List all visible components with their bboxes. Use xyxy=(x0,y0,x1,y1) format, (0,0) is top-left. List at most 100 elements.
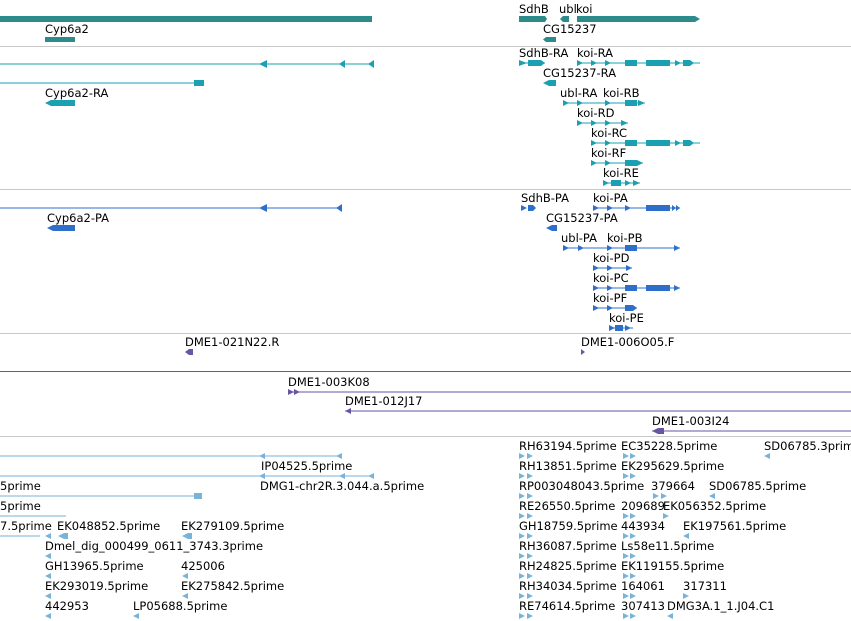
est-feature[interactable] xyxy=(259,453,265,459)
protein-exon[interactable] xyxy=(336,204,342,212)
protein-label[interactable]: koi-PD xyxy=(593,251,630,265)
est-label[interactable]: 209689 xyxy=(621,499,665,513)
protein-exon[interactable] xyxy=(625,285,637,291)
est-feature[interactable] xyxy=(630,473,636,479)
est-label[interactable]: RE74614.5prime xyxy=(519,599,615,613)
est-label[interactable]: EC35228.5prime xyxy=(621,439,717,453)
protein-exon[interactable] xyxy=(521,205,527,211)
est-feature[interactable] xyxy=(45,613,51,619)
transcript-exon[interactable] xyxy=(591,120,597,126)
protein-exon[interactable] xyxy=(646,205,670,211)
est-feature[interactable] xyxy=(182,593,188,599)
est-feature[interactable] xyxy=(623,613,629,619)
transcript-exon[interactable] xyxy=(45,100,51,106)
gene-feature[interactable] xyxy=(45,37,75,42)
protein-exon[interactable] xyxy=(625,245,637,251)
transcript-label[interactable]: koi-RD xyxy=(577,106,615,120)
est-feature[interactable] xyxy=(630,593,636,599)
transcript-label[interactable]: SdhB-RA xyxy=(519,46,568,60)
transcript-exon[interactable] xyxy=(637,160,643,166)
est-label[interactable]: RH63194.5prime xyxy=(519,439,617,453)
est-feature[interactable] xyxy=(667,613,673,619)
protein-exon[interactable] xyxy=(607,245,613,251)
est-feature[interactable] xyxy=(623,593,629,599)
est-label[interactable]: EK295629.5prime xyxy=(621,459,724,473)
transcript-exon[interactable] xyxy=(51,100,75,106)
protein-exon[interactable] xyxy=(609,325,615,331)
clone-label[interactable]: DME1-003I24 xyxy=(652,414,730,428)
transcript-exon[interactable] xyxy=(605,100,611,106)
clone-label[interactable]: DME1-012J17 xyxy=(345,394,423,408)
transcript-exon[interactable] xyxy=(194,80,204,86)
clone-end-feature[interactable] xyxy=(652,428,664,434)
protein-exon[interactable] xyxy=(615,325,623,331)
protein-exon[interactable] xyxy=(674,245,680,251)
est-label[interactable]: EK293019.5prime xyxy=(45,579,148,593)
est-label[interactable]: IP04525.5prime xyxy=(261,459,352,473)
clone-end-feature[interactable] xyxy=(581,349,585,355)
est-label[interactable]: DMG1-chr2R.3.044.a.5prime xyxy=(260,479,424,493)
transcript-exon[interactable] xyxy=(646,60,670,66)
est-feature[interactable] xyxy=(630,613,636,619)
est-label[interactable]: LP05688.5prime xyxy=(133,599,227,613)
transcript-label[interactable]: koi-RB xyxy=(603,86,640,100)
est-label[interactable]: RH13851.5prime xyxy=(519,459,617,473)
protein-exon[interactable] xyxy=(607,305,613,311)
est-feature[interactable] xyxy=(623,533,629,539)
est-label[interactable]: 317311 xyxy=(683,579,727,593)
protein-exon[interactable] xyxy=(626,265,632,271)
est-feature[interactable] xyxy=(194,493,202,499)
transcript-label[interactable]: CG15237-RA xyxy=(543,66,616,80)
transcript-exon[interactable] xyxy=(625,140,637,146)
protein-exon[interactable] xyxy=(563,245,569,251)
est-feature[interactable] xyxy=(623,473,629,479)
est-feature[interactable] xyxy=(519,553,525,559)
protein-label[interactable]: SdhB-PA xyxy=(521,191,569,205)
est-feature[interactable] xyxy=(519,613,525,619)
est-feature[interactable] xyxy=(519,533,525,539)
transcript-label[interactable]: ubl-RA xyxy=(560,86,597,100)
protein-exon[interactable] xyxy=(676,205,680,211)
protein-exon[interactable] xyxy=(607,205,613,211)
est-label[interactable]: 442953 xyxy=(45,599,89,613)
est-feature[interactable] xyxy=(45,573,51,579)
clone-end-feature[interactable] xyxy=(185,349,193,355)
est-label[interactable]: RH34034.5prime xyxy=(519,579,617,593)
est-label[interactable]: EK197561.5prime xyxy=(683,519,786,533)
protein-exon[interactable] xyxy=(593,305,599,311)
est-feature[interactable] xyxy=(709,493,715,499)
est-feature[interactable] xyxy=(630,533,636,539)
transcript-exon[interactable] xyxy=(591,140,597,146)
est-feature[interactable] xyxy=(630,553,636,559)
transcript-exon[interactable] xyxy=(577,60,583,66)
gene-label[interactable]: koi xyxy=(576,2,592,16)
protein-exon[interactable] xyxy=(646,285,670,291)
gene-label[interactable]: CG15237 xyxy=(543,22,597,36)
est-feature[interactable] xyxy=(45,593,51,599)
transcript-exon[interactable] xyxy=(605,140,611,146)
est-feature[interactable] xyxy=(527,453,533,459)
protein-label[interactable]: koi-PA xyxy=(593,191,628,205)
transcript-exon[interactable] xyxy=(675,60,681,66)
transcript-exon[interactable] xyxy=(549,80,556,86)
transcript-label[interactable]: koi-RF xyxy=(591,146,626,160)
clone-label[interactable]: DME1-006O05.F xyxy=(581,335,674,349)
clone-end-feature[interactable] xyxy=(288,389,294,395)
protein-label[interactable]: koi-PF xyxy=(593,291,627,305)
est-label[interactable]: RH24825.5prime xyxy=(519,559,617,573)
protein-label[interactable]: ubl-PA xyxy=(561,231,597,245)
transcript-label[interactable]: koi-RA xyxy=(577,46,613,60)
est-feature[interactable] xyxy=(519,593,525,599)
est-label[interactable]: 425006 xyxy=(181,559,225,573)
est-feature[interactable] xyxy=(527,573,533,579)
est-feature[interactable] xyxy=(527,593,533,599)
protein-label[interactable]: koi-PC xyxy=(593,271,629,285)
est-feature[interactable] xyxy=(623,513,629,519)
transcript-exon[interactable] xyxy=(675,140,681,146)
est-feature[interactable] xyxy=(630,573,636,579)
est-feature[interactable] xyxy=(623,553,629,559)
transcript-exon[interactable] xyxy=(683,60,694,66)
protein-exon[interactable] xyxy=(593,285,599,291)
transcript-exon[interactable] xyxy=(621,120,628,126)
est-feature[interactable] xyxy=(182,533,192,539)
